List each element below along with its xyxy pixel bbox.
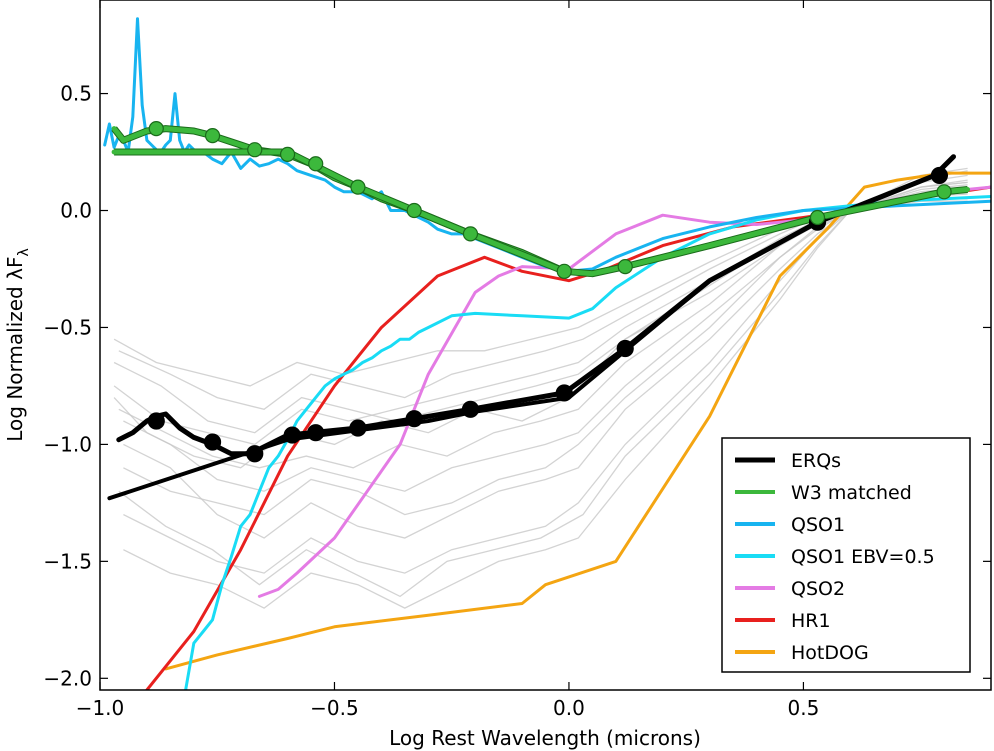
background-sed-line-2: [118, 198, 968, 411]
x-tick-label: −0.5: [310, 696, 359, 720]
x-tick-label: −1.0: [76, 696, 125, 720]
series-edge-w3-matched-1: [114, 148, 566, 275]
legend-label-hotdog: HotDOG: [791, 642, 869, 664]
series-marker-erqs-11: [930, 166, 949, 185]
legend-label-w3-matched: W3 matched: [791, 482, 912, 504]
y-tick-label: −0.5: [43, 315, 92, 339]
y-tick-label: 0.0: [60, 199, 92, 223]
plot-area-frame: [99, 0, 992, 691]
series-marker-erqs-6: [405, 410, 423, 428]
x-tick-label: 0.5: [788, 696, 820, 720]
series-marker-w3-matched-6: [406, 202, 422, 219]
series-line-qso1-ebv-0-5-0: [184, 195, 991, 690]
series-line-hotdog-0: [164, 171, 991, 671]
x-axis-label: Log Rest Wavelength (microns): [389, 726, 701, 750]
background-lines-group: [113, 167, 968, 609]
series-marker-w3-matched-10: [809, 209, 826, 226]
y-tick-label: −1.5: [43, 549, 92, 573]
background-sed-line-4: [113, 193, 968, 446]
series-marker-erqs-2: [246, 445, 264, 463]
series-marker-w3-matched-9: [617, 259, 633, 275]
series-marker-w3-matched-7: [462, 226, 479, 242]
series-marker-erqs-5: [349, 419, 367, 437]
series-marker-w3-matched-8: [556, 263, 572, 279]
series-marker-w3-matched-4: [308, 156, 324, 172]
background-sed-line-0: [113, 181, 968, 469]
background-sed-line-6: [113, 200, 968, 387]
legend-label-qso1-ebv-0-5: QSO1 EBV=0.5: [791, 546, 935, 568]
series-markers-group: [147, 121, 952, 463]
legend-label-erqs: ERQs: [791, 450, 841, 472]
series-marker-erqs-4: [307, 424, 325, 442]
legend-label-qso1: QSO1: [791, 514, 845, 536]
y-axis-label-subscript: λ: [16, 248, 32, 256]
x-tick-label: 0.0: [553, 696, 585, 720]
y-axis-ticks: −2.0 −1.5 −1.0 −0.5 0.0 0.5: [43, 82, 991, 690]
series-marker-w3-matched-2: [247, 142, 263, 158]
series-marker-w3-matched-0: [148, 121, 164, 137]
series-line-w3-matched-1: [111, 149, 567, 274]
series-marker-w3-matched-5: [350, 179, 366, 195]
y-tick-label: 0.5: [60, 82, 92, 106]
series-marker-erqs-0: [147, 412, 165, 430]
series-marker-erqs-3: [283, 426, 301, 444]
y-axis-label-main: Log Normalized λF: [3, 257, 27, 442]
series-marker-erqs-7: [461, 400, 480, 418]
series-marker-erqs-9: [616, 339, 634, 358]
y-tick-label: −2.0: [43, 666, 92, 690]
background-sed-line-8: [118, 184, 968, 469]
background-sed-line-5: [123, 179, 968, 539]
legend: ERQs W3 matched QSO1 QSO1 EBV=0.5 QSO2 HR1 Hot…: [721, 437, 971, 673]
series-marker-erqs-8: [555, 384, 573, 402]
series-marker-w3-matched-1: [204, 128, 221, 144]
x-axis-ticks: −1.0 −0.5 0.0 0.5: [76, 0, 820, 720]
legend-label-qso2: QSO2: [791, 578, 845, 600]
series-marker-erqs-1: [203, 433, 222, 451]
background-sed-line-7: [118, 167, 968, 598]
background-sed-line-9: [123, 170, 968, 609]
y-axis-label: Log Normalized λFλ: [3, 248, 32, 442]
y-tick-label: −1.0: [43, 432, 92, 456]
series-marker-w3-matched-3: [279, 146, 296, 162]
legend-label-hr1: HR1: [791, 610, 831, 632]
series-marker-w3-matched-11: [936, 184, 952, 200]
series-line-erqs-0: [116, 154, 956, 457]
